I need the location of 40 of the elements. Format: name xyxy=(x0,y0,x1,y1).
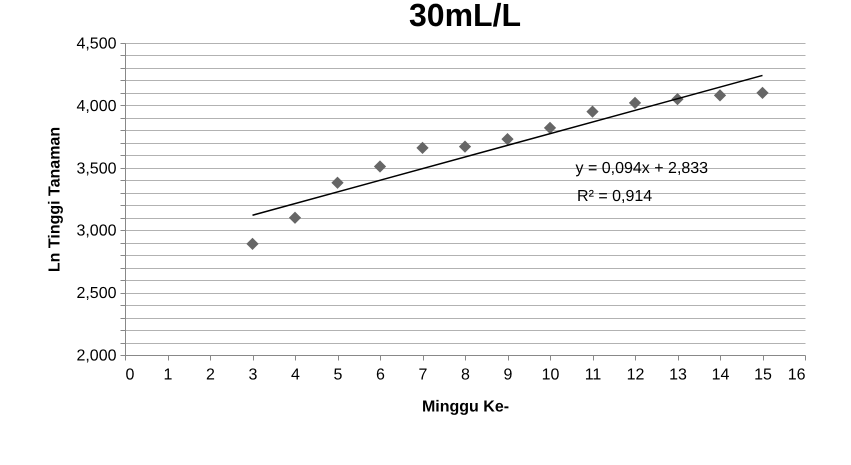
point xyxy=(416,142,429,154)
point xyxy=(628,96,642,110)
y-tick-label: 3,000 xyxy=(76,222,117,240)
x-tick-label: 14 xyxy=(712,366,730,384)
x-axis-title: Minggu Ke- xyxy=(422,398,510,416)
x-tick-label: 6 xyxy=(376,366,386,384)
x-tick-label: 0 xyxy=(126,366,134,384)
point xyxy=(714,89,726,102)
annotation: R² = 0,914 xyxy=(577,188,652,205)
x-tick-label: 7 xyxy=(418,366,428,384)
point xyxy=(586,106,599,118)
y-tick-label: 4,500 xyxy=(76,36,117,52)
chart-title: 30mL/L xyxy=(408,0,522,33)
x-tick-label: 15 xyxy=(754,366,772,384)
y-tick-label: 2,500 xyxy=(76,285,117,302)
point xyxy=(756,86,769,100)
x-tick-label: 13 xyxy=(669,366,687,384)
x-tick-label: 9 xyxy=(504,366,513,384)
x-tick-label: 10 xyxy=(542,366,560,384)
y-tick-label: 2,000 xyxy=(76,348,117,364)
y-axis-title: Ln Tinggi Tanaman xyxy=(46,126,64,272)
x-tick-label: 16 xyxy=(788,366,806,384)
y-tick-label: 3,500 xyxy=(76,160,117,178)
point xyxy=(331,176,344,189)
point xyxy=(374,160,386,173)
x-tick-label: 1 xyxy=(164,366,173,384)
x-tick-label: 12 xyxy=(626,366,644,384)
x-tick-label: 3 xyxy=(248,366,258,384)
annotation: y = 0,094x + 2,833 xyxy=(576,160,708,177)
y-tick-label: 4,000 xyxy=(76,98,117,115)
x-tick-label: 11 xyxy=(584,366,602,384)
x-tick-label: 4 xyxy=(291,366,300,384)
point xyxy=(288,212,302,224)
x-tick-label: 5 xyxy=(334,366,343,384)
point xyxy=(246,238,259,250)
point xyxy=(458,140,472,153)
point xyxy=(501,132,514,146)
x-tick-label: 8 xyxy=(461,366,470,384)
point xyxy=(544,122,556,134)
x-tick-label: 2 xyxy=(206,366,216,384)
